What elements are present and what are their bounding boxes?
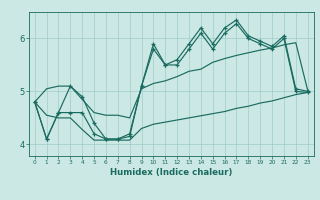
X-axis label: Humidex (Indice chaleur): Humidex (Indice chaleur) — [110, 168, 232, 177]
